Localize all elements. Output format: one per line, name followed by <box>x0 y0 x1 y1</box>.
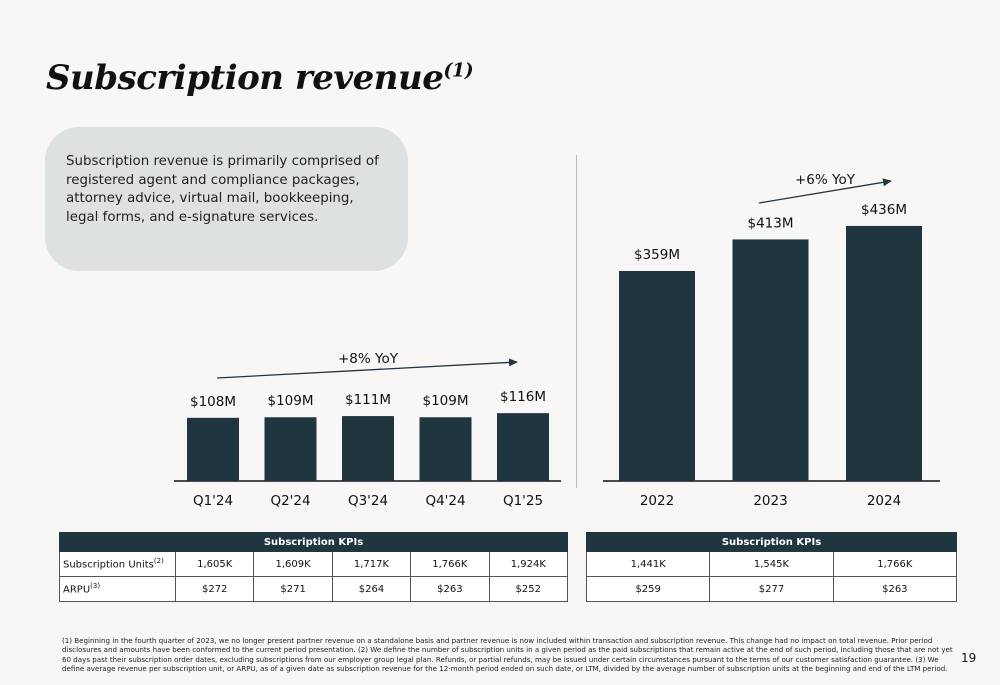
growth-annotation: +8% YoY <box>338 351 399 367</box>
kpi-table-header: Subscription KPIs <box>586 532 957 552</box>
kpi-cell: 1,609K <box>253 551 333 577</box>
description-callout: Subscription revenue is primarily compri… <box>45 127 408 271</box>
data-label: $111M <box>345 392 391 408</box>
tick-label: Q1'25 <box>503 493 543 509</box>
kpi-cell: $259 <box>585 576 711 602</box>
kpi-cell: $263 <box>832 576 958 602</box>
data-label: $436M <box>861 202 907 218</box>
annual-revenue-chart: $359M 2022 $413M 2023 $436M 2024 +6% YoY <box>603 172 940 509</box>
kpi-cell: $277 <box>709 576 834 602</box>
annual-kpi-table: Subscription KPIs 1,441K 1,545K 1,766K $… <box>585 532 958 602</box>
growth-annotation: +6% YoY <box>795 172 856 188</box>
kpi-label-text: Subscription Units <box>63 559 154 571</box>
kpi-cell: $263 <box>410 576 490 602</box>
data-label: $109M <box>422 393 468 409</box>
page-title-footnote-ref: (1) <box>443 59 474 82</box>
kpi-cell: $272 <box>174 576 255 602</box>
kpi-cell: 1,605K <box>174 551 255 577</box>
bar <box>187 417 239 481</box>
table-row: $259 $277 $263 <box>585 576 958 602</box>
page-title: Subscription revenue(1) <box>46 58 474 98</box>
description-text: Subscription revenue is primarily compri… <box>66 154 379 225</box>
chart-divider <box>576 155 577 488</box>
table-row: 1,441K 1,545K 1,766K <box>585 551 958 577</box>
kpi-row-label: ARPU(3) <box>59 576 176 602</box>
bar <box>732 239 809 481</box>
tick-label: Q1'24 <box>193 493 233 509</box>
tick-label: 2022 <box>640 493 674 509</box>
kpi-label-footnote-ref: (3) <box>90 582 101 591</box>
footnote-text: (1) Beginning in the fourth quarter of 2… <box>62 636 953 673</box>
kpi-cell: 1,924K <box>488 551 569 577</box>
tick-label: Q3'24 <box>348 493 388 509</box>
revenue-charts: $108M Q1'24 $109M Q2'24 $111M Q3'24 $109M Q4'24… <box>174 172 940 509</box>
kpi-label-footnote-ref: (2) <box>153 557 164 566</box>
data-label: $108M <box>190 394 236 410</box>
tick-label: 2023 <box>753 493 787 509</box>
bar <box>419 417 472 481</box>
growth-arrow <box>758 178 892 204</box>
quarterly-revenue-chart: $108M Q1'24 $109M Q2'24 $111M Q3'24 $109M Q4'24… <box>174 351 561 509</box>
kpi-table-header: Subscription KPIs <box>59 532 568 552</box>
tick-label: Q4'24 <box>425 493 465 509</box>
table-row: Subscription Units(2) 1,605K 1,609K 1,71… <box>59 551 569 577</box>
kpi-cell: 1,441K <box>585 551 711 577</box>
kpi-cell: 1,717K <box>331 551 412 577</box>
data-label: $359M <box>634 247 680 263</box>
bar <box>619 271 695 481</box>
kpi-cell: $271 <box>253 576 333 602</box>
tick-label: Q2'24 <box>270 493 310 509</box>
quarterly-kpi-table: Subscription KPIs Subscription Units(2) … <box>59 532 569 602</box>
bar <box>264 417 317 481</box>
tick-label: 2024 <box>867 493 901 509</box>
bar <box>497 413 549 481</box>
table-row: ARPU(3) $272 $271 $264 $263 $252 <box>59 576 569 602</box>
kpi-cell: 1,766K <box>410 551 490 577</box>
growth-arrow <box>216 358 518 379</box>
bar <box>846 225 922 481</box>
kpi-row-label: Subscription Units(2) <box>59 551 176 577</box>
kpi-cell: 1,766K <box>832 551 958 577</box>
kpi-label-text: ARPU <box>63 584 91 596</box>
kpi-cell: 1,545K <box>709 551 834 577</box>
kpi-cell: $264 <box>331 576 412 602</box>
bar <box>342 416 394 481</box>
data-label: $109M <box>267 393 313 409</box>
data-label: $116M <box>500 389 546 405</box>
page-title-text: Subscription revenue <box>46 58 444 98</box>
kpi-cell: $252 <box>488 576 569 602</box>
page-number: 19 <box>961 651 977 665</box>
data-label: $413M <box>747 215 793 231</box>
